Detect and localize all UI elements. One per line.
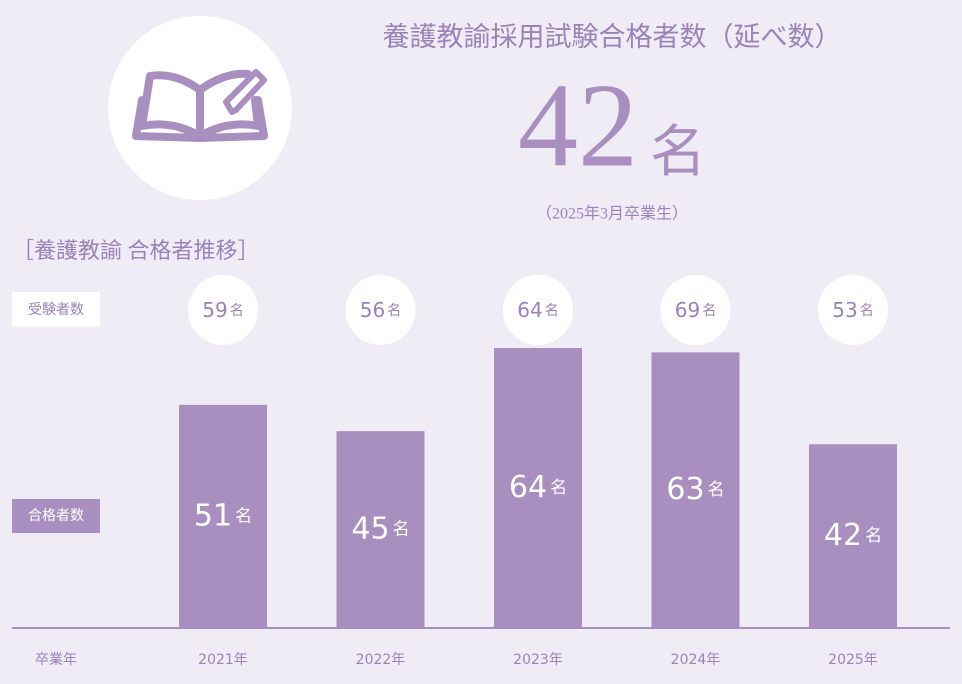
chart-title: ［養護教諭 合格者推移］ <box>12 238 260 263</box>
applicant-bubble <box>818 275 888 345</box>
bar-value-label: 64 名 <box>509 470 567 505</box>
value-unit: 名 <box>387 303 401 319</box>
value-number: 64 <box>517 298 542 322</box>
applicant-label: 69 名 <box>675 298 716 322</box>
applicant-label: 64 名 <box>517 298 558 322</box>
value-unit: 名 <box>550 478 567 498</box>
x-tick-label: 2022年 <box>356 652 406 668</box>
value-unit: 名 <box>545 303 559 319</box>
legend-box <box>12 499 100 533</box>
headline-title: 養護教諭採用試験合格者数（延べ数） <box>383 22 842 52</box>
value-number: 42 <box>824 518 862 553</box>
book-icon <box>132 69 268 142</box>
x-tick-label: 2021年 <box>198 652 248 668</box>
bar <box>809 444 897 628</box>
bar <box>494 348 582 628</box>
headline-unit: 名 <box>650 122 706 184</box>
headline-note: （2025年3月卒業生） <box>536 205 688 223</box>
value-number: 59 <box>202 298 227 322</box>
legend-label: 受験者数 <box>28 302 84 318</box>
applicant-bubble <box>345 275 416 345</box>
bar-value-label: 51 名 <box>194 498 252 533</box>
value-unit: 名 <box>860 303 874 319</box>
applicant-label: 56 名 <box>360 298 401 322</box>
value-number: 53 <box>832 298 857 322</box>
value-number: 64 <box>509 470 547 505</box>
x-axis-label: 卒業年 <box>35 652 77 668</box>
bar-value-label: 45 名 <box>351 511 409 546</box>
legend-box <box>12 292 100 327</box>
bar <box>651 352 740 628</box>
value-number: 45 <box>351 511 389 546</box>
bar <box>336 431 425 628</box>
applicant-label: 53 名 <box>832 298 873 322</box>
value-number: 63 <box>666 472 704 507</box>
value-number: 56 <box>360 298 385 322</box>
value-unit: 名 <box>393 520 410 540</box>
bar-value-label: 63 名 <box>666 472 724 507</box>
value-unit: 名 <box>230 303 244 319</box>
applicant-bubble <box>660 275 731 345</box>
value-unit: 名 <box>235 506 252 526</box>
value-unit: 名 <box>708 480 725 500</box>
bar-value-label: 42 名 <box>824 518 882 553</box>
value-number: 69 <box>675 298 700 322</box>
applicant-label: 59 名 <box>202 298 243 322</box>
bar <box>179 404 267 628</box>
headline-total: 42 <box>518 59 638 192</box>
x-tick-label: 2024年 <box>671 652 721 668</box>
legend-label: 合格者数 <box>28 508 84 524</box>
value-unit: 名 <box>865 526 882 546</box>
x-tick-label: 2023年 <box>513 652 563 668</box>
value-unit: 名 <box>702 303 716 319</box>
x-tick-label: 2025年 <box>828 652 878 668</box>
applicant-bubble <box>188 275 258 345</box>
applicant-bubble <box>503 275 573 345</box>
value-number: 51 <box>194 498 232 533</box>
